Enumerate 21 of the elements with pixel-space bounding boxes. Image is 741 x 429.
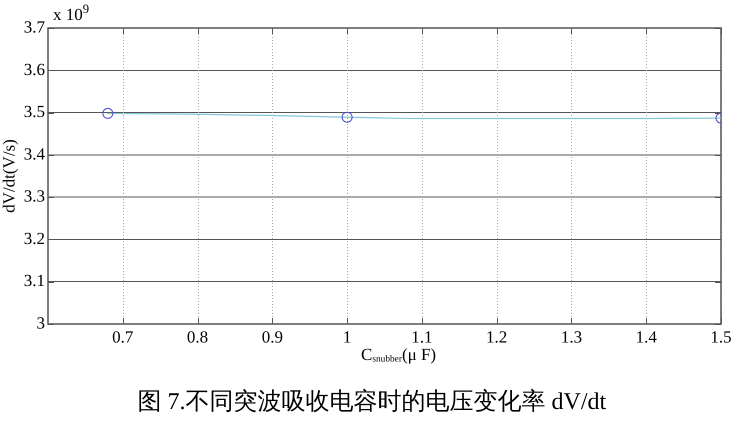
y-tick-label: 3.3: [24, 186, 45, 206]
y-tick-label: 3.5: [24, 102, 45, 122]
y-tick-label: 3.4: [24, 144, 46, 164]
x-tick-label: 0.9: [262, 328, 283, 347]
text: x 10$^{9}$: [53, 2, 90, 25]
x-tick-label: 1: [342, 328, 352, 347]
y-tick-label: 3.1: [24, 271, 45, 290]
y-tick-label: 3.2: [24, 228, 45, 248]
x-tick-label: 0.8: [186, 328, 208, 347]
y-tick-label: 3: [36, 313, 45, 332]
x-axis-title: C$_{snubber}$(μ F): [361, 345, 436, 365]
caption: 图 7.不同突波吸收电容时的电压变化率 dV/dt: [138, 389, 606, 416]
x-tick-label: 1.4: [636, 328, 658, 347]
y-axis-title: dV/dt(V/s): [0, 139, 19, 213]
y-tick-label: 3.6: [24, 60, 45, 79]
x-tick-label: 1.1: [411, 328, 433, 347]
x-tick-label: 1.5: [710, 328, 732, 347]
y-tick-label: 3.7: [24, 17, 46, 36]
x-tick-label: 1.2: [486, 328, 508, 347]
x-tick-label: 1.3: [560, 328, 582, 347]
x-tick-label: 0.7: [112, 328, 134, 347]
